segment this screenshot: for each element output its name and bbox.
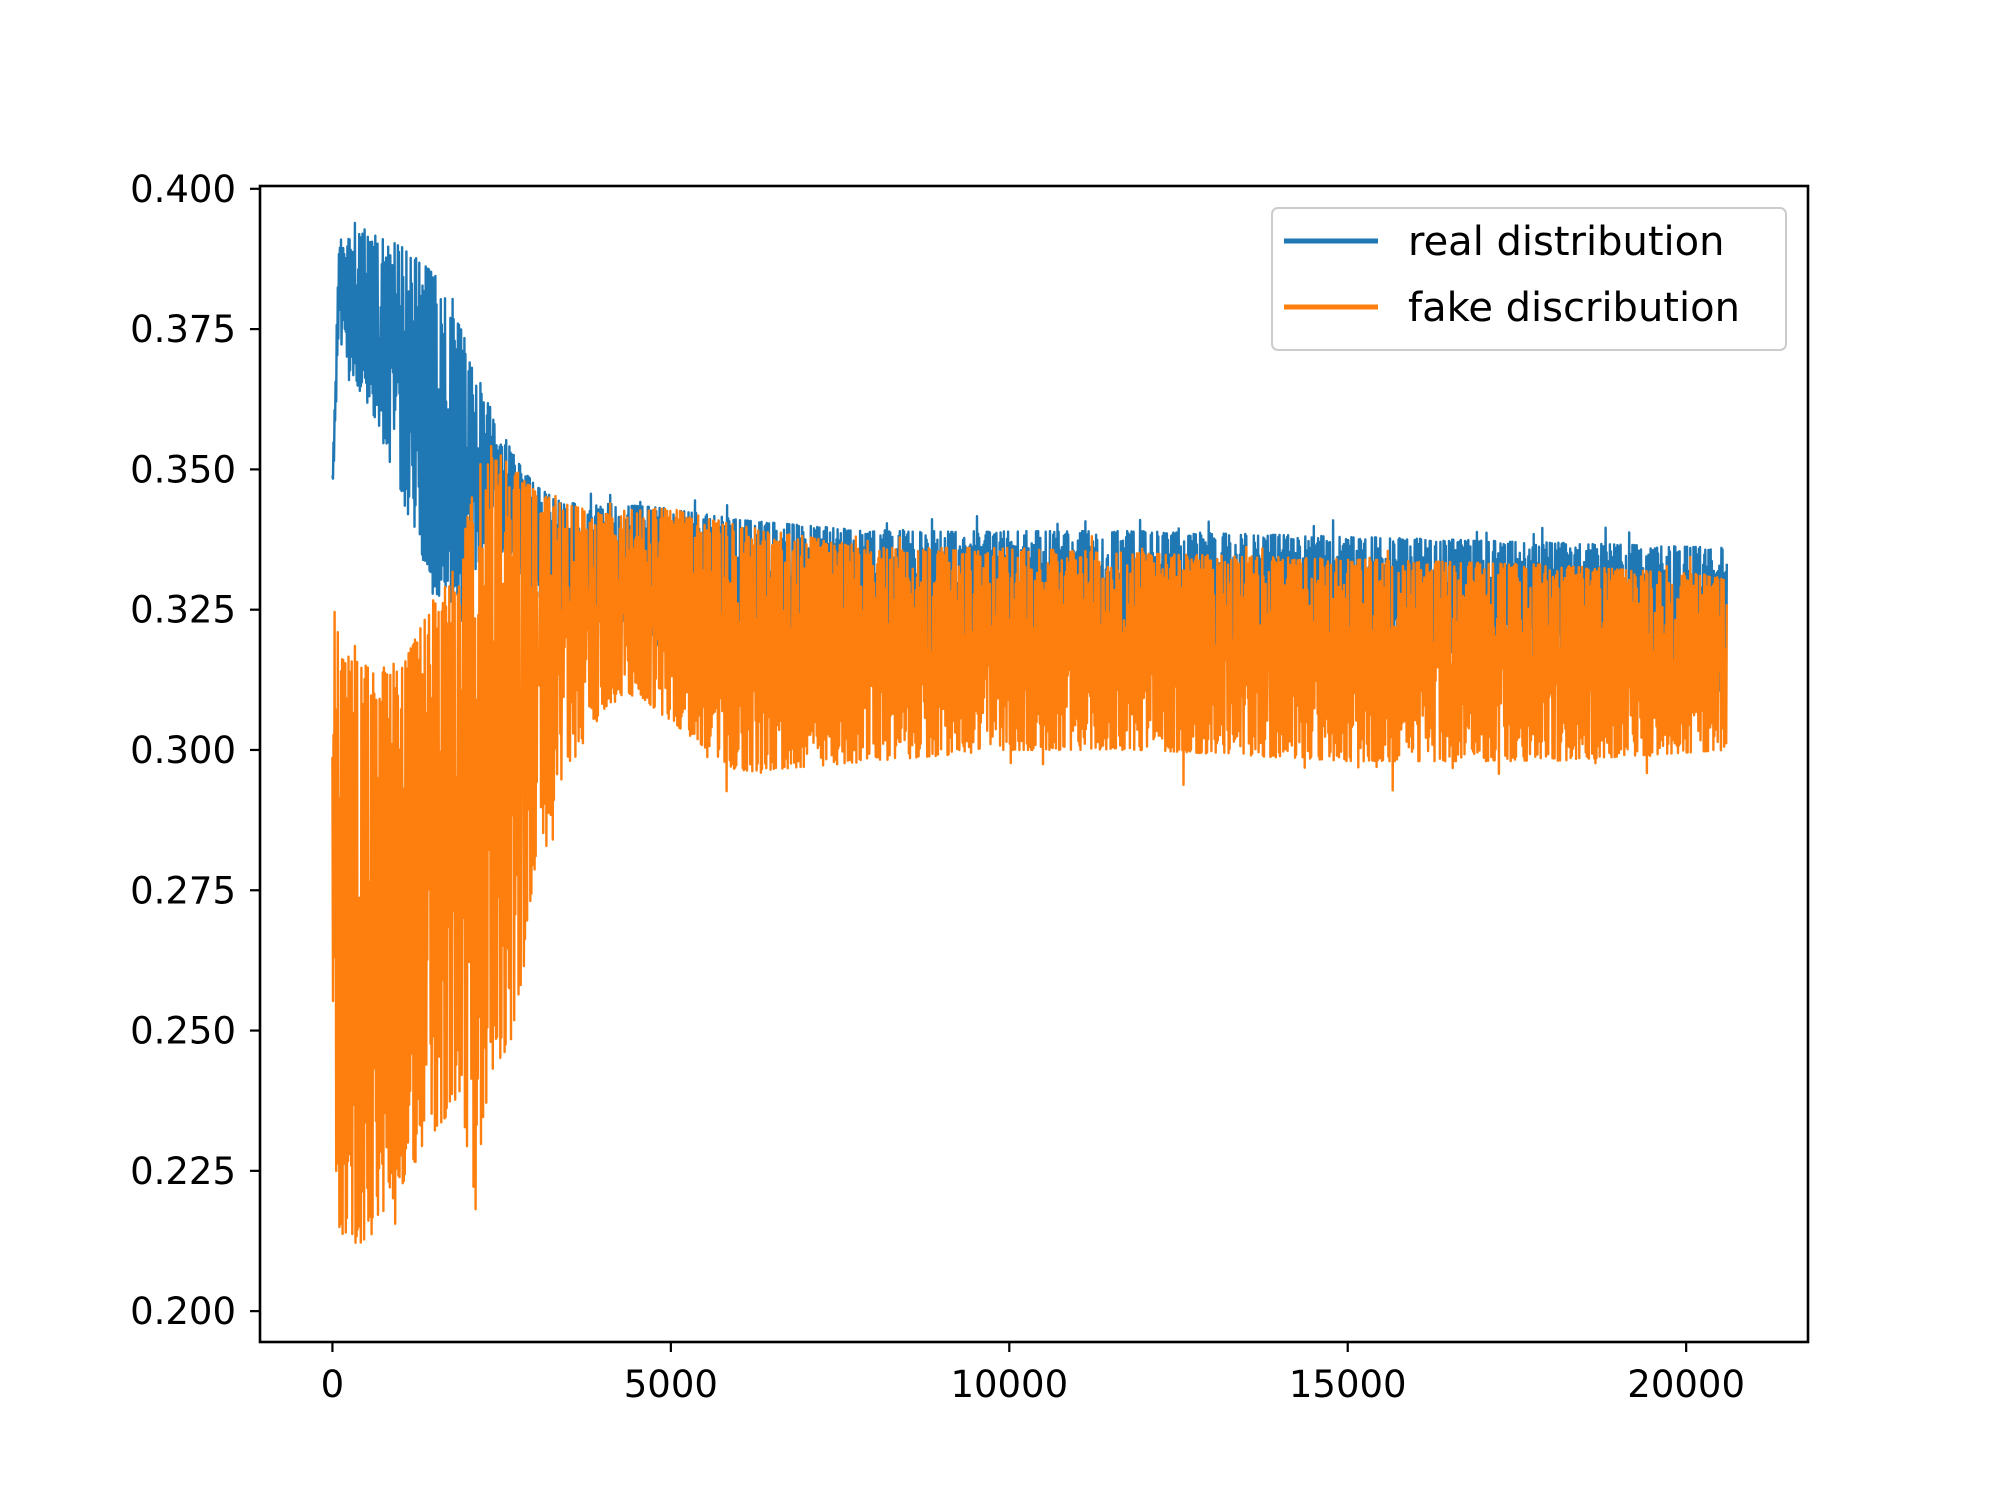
legend-label-fake: fake discribution — [1408, 285, 1740, 331]
x-axis: 0 5000 10000 15000 20000 — [321, 1342, 1745, 1406]
series-line-fake-discribution — [331, 444, 1729, 1245]
y-tick-label: 0.250 — [130, 1010, 236, 1053]
y-tick-label: 0.400 — [130, 168, 236, 211]
plot-frame — [258, 184, 1810, 1344]
y-tick-label: 0.275 — [130, 869, 236, 912]
x-tick-label: 15000 — [1289, 1363, 1407, 1406]
y-tick-label: 0.375 — [130, 308, 236, 351]
series-layer — [331, 221, 1729, 1245]
legend-box — [1271, 207, 1787, 351]
legend: real distribution fake discribution — [1271, 207, 1787, 351]
x-tick-label: 10000 — [950, 1363, 1068, 1406]
y-tick-label: 0.225 — [130, 1150, 236, 1193]
x-tick-label: 0 — [321, 1363, 345, 1406]
y-tick-label: 0.350 — [130, 448, 236, 491]
y-tick-label: 0.200 — [130, 1290, 236, 1333]
y-axis: 0.200 0.225 0.250 0.275 0.300 0.325 0.350 0.375… — [130, 168, 260, 1333]
legend-label-real: real distribution — [1408, 219, 1724, 265]
x-tick-label: 5000 — [624, 1363, 718, 1406]
x-tick-label: 20000 — [1627, 1363, 1745, 1406]
y-tick-label: 0.325 — [130, 589, 236, 632]
y-tick-label: 0.300 — [130, 729, 236, 772]
